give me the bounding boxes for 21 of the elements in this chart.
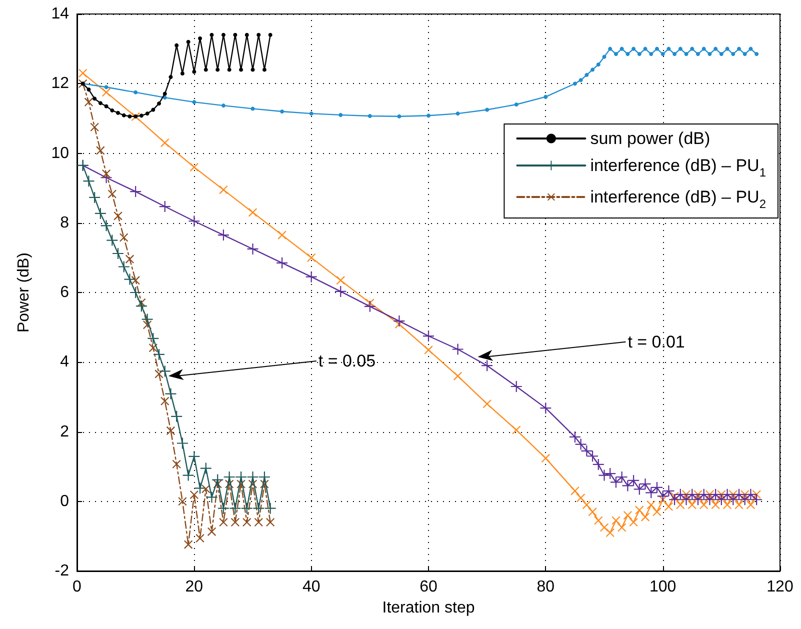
x-tick-label: 100 bbox=[649, 578, 676, 596]
y-tick-label: 10 bbox=[51, 144, 70, 162]
annotation: t = 0.05 bbox=[318, 352, 376, 371]
x-tick-label: 60 bbox=[420, 578, 438, 596]
legend-label: sum power (dB) bbox=[590, 129, 710, 148]
y-tick-label: 12 bbox=[51, 75, 70, 92]
y-tick-label: 8 bbox=[60, 214, 70, 232]
x-axis-title: Iteration step bbox=[382, 599, 475, 616]
x-tick-label: 20 bbox=[185, 578, 204, 596]
x-tick-label: 40 bbox=[302, 578, 320, 596]
y-tick-label: 0 bbox=[60, 492, 70, 510]
x-tick-label: 120 bbox=[766, 578, 794, 596]
x-tick-label: 80 bbox=[536, 578, 555, 596]
y-tick-label: -2 bbox=[54, 562, 70, 580]
y-tick-label: 6 bbox=[60, 284, 70, 301]
annotation: t = 0.01 bbox=[628, 332, 685, 352]
y-tick-label: 4 bbox=[60, 354, 70, 371]
y-tick-label: 2 bbox=[60, 423, 70, 440]
y-tick-label: 14 bbox=[51, 6, 70, 22]
y-axis-title: Power (dB) bbox=[16, 252, 32, 333]
x-tick-label: 0 bbox=[72, 578, 82, 596]
